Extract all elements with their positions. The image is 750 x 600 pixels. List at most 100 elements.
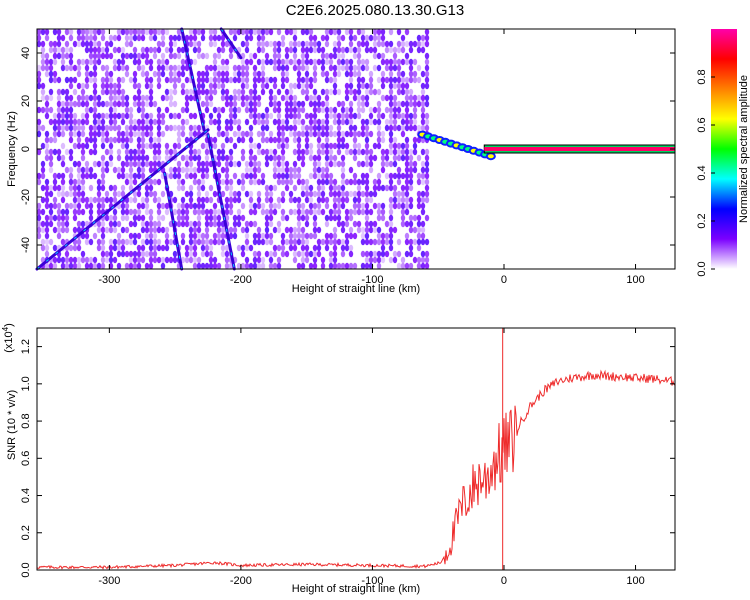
spectrogram-cell xyxy=(196,46,202,54)
spectrogram-cell xyxy=(396,148,402,156)
spectrogram-cell xyxy=(256,178,262,186)
spectrogram-cell xyxy=(72,124,78,132)
spectrogram-cell xyxy=(96,238,102,246)
spectrogram-cell xyxy=(136,94,142,102)
spectrogram-cell xyxy=(164,46,170,54)
spectrogram-cell xyxy=(96,190,102,198)
spectrogram-cell xyxy=(336,28,342,36)
spectrogram-cell xyxy=(356,226,362,234)
spectrogram-cell xyxy=(224,124,230,132)
spectrogram-cell xyxy=(196,262,202,270)
spectrogram-cell xyxy=(148,184,154,192)
spectrogram-cell xyxy=(320,58,326,66)
spectrogram-cell xyxy=(164,232,170,240)
spectrogram-cell xyxy=(420,46,426,54)
spectrogram-cell xyxy=(104,226,110,234)
spectrogram-cell xyxy=(216,220,222,228)
spectrogram-cell xyxy=(388,64,394,72)
spectrogram-cell xyxy=(252,220,258,228)
spectrogram-cell xyxy=(304,52,310,60)
spectrogram-cell xyxy=(232,220,238,228)
spectrogram-cell xyxy=(164,256,170,264)
spectrogram-cell xyxy=(328,28,334,36)
spectrogram-cell xyxy=(328,52,334,60)
spectrogram-cell xyxy=(120,226,126,234)
spectrogram-cell xyxy=(232,34,238,42)
spectrogram-cell xyxy=(128,118,134,126)
spectrogram-cell xyxy=(316,226,322,234)
spectrogram-cell xyxy=(312,160,318,168)
spectrogram-cell xyxy=(188,154,194,162)
spectrogram-cell xyxy=(80,34,86,42)
spectrogram-cell xyxy=(136,106,142,114)
spectrogram-cell xyxy=(244,232,250,240)
figure-title: C2E6.2025.080.13.30.G13 xyxy=(286,2,464,19)
spectrogram-cell xyxy=(388,58,394,66)
spectrogram-cell xyxy=(228,184,234,192)
spectrogram-cell xyxy=(280,238,286,246)
spectrogram-cell xyxy=(192,256,198,264)
spectrogram-cell xyxy=(120,142,126,150)
spectrogram-cell xyxy=(240,70,246,78)
spectrogram-cell xyxy=(368,220,374,228)
spectrogram-cell xyxy=(284,88,290,96)
spectrogram-cell xyxy=(216,34,222,42)
transition-blob-core xyxy=(487,154,494,159)
spectrogram-cell xyxy=(136,232,142,240)
spectrogram-cell xyxy=(112,58,118,66)
spectrogram-cell xyxy=(236,244,242,252)
spectrogram-cell xyxy=(108,220,114,228)
spectrogram-cell xyxy=(204,172,210,180)
spectrogram-cell xyxy=(248,220,254,228)
spectrogram-cell xyxy=(352,64,358,72)
spectrogram-cell xyxy=(268,88,274,96)
spectrogram-cell xyxy=(184,250,190,258)
spectrogram-cell xyxy=(408,112,414,120)
spectrogram-cell xyxy=(92,88,98,96)
spectrogram-cell xyxy=(388,244,394,252)
spectrogram-cell xyxy=(144,82,150,90)
spectrogram-cell xyxy=(312,88,318,96)
spectrogram-cell xyxy=(412,214,418,222)
spectrogram-cell xyxy=(340,118,346,126)
spectrogram-cell xyxy=(184,34,190,42)
spectrogram-cell xyxy=(220,232,226,240)
spectrogram-cell xyxy=(324,112,330,120)
spectrogram-cell xyxy=(236,208,242,216)
spectrogram-cell xyxy=(228,52,234,60)
spectrogram-cell xyxy=(268,190,274,198)
spectrogram-cell xyxy=(48,214,54,222)
spectrogram-cell xyxy=(124,34,130,42)
spectrogram-cell xyxy=(336,208,342,216)
spectrogram-cell xyxy=(252,100,258,108)
spectrogram-cell xyxy=(192,238,198,246)
spectrogram-cell xyxy=(148,244,154,252)
spectrogram-cell xyxy=(192,28,198,36)
spectrogram-cell xyxy=(352,124,358,132)
spectrogram-cell xyxy=(280,118,286,126)
spectrogram-cells xyxy=(36,28,430,270)
spectrogram-cell xyxy=(336,184,342,192)
spectrogram-cell xyxy=(112,82,118,90)
spectrogram-cell xyxy=(108,82,114,90)
spectrogram-cell xyxy=(168,238,174,246)
spectrogram-cell xyxy=(408,262,414,270)
spectrogram-cell xyxy=(156,76,162,84)
spectrogram-cell xyxy=(136,34,142,42)
spectrogram-cell xyxy=(68,94,74,102)
spectrogram-cell xyxy=(236,94,242,102)
spectrogram-cell xyxy=(376,178,382,186)
spectrogram-cell xyxy=(340,136,346,144)
spectrogram-cell xyxy=(328,214,334,222)
spectrogram-cell xyxy=(96,160,102,168)
spectrogram-cell xyxy=(216,154,222,162)
spectrogram-cell xyxy=(164,28,170,36)
spectrogram-cell xyxy=(400,172,406,180)
spectrogram-cell xyxy=(308,94,314,102)
spectrogram-cell xyxy=(376,214,382,222)
spectrogram-cell xyxy=(344,46,350,54)
spectrogram-cell xyxy=(272,226,278,234)
spectrogram-cell xyxy=(180,208,186,216)
spectrogram-cell xyxy=(156,154,162,162)
spectrogram-cell xyxy=(124,172,130,180)
